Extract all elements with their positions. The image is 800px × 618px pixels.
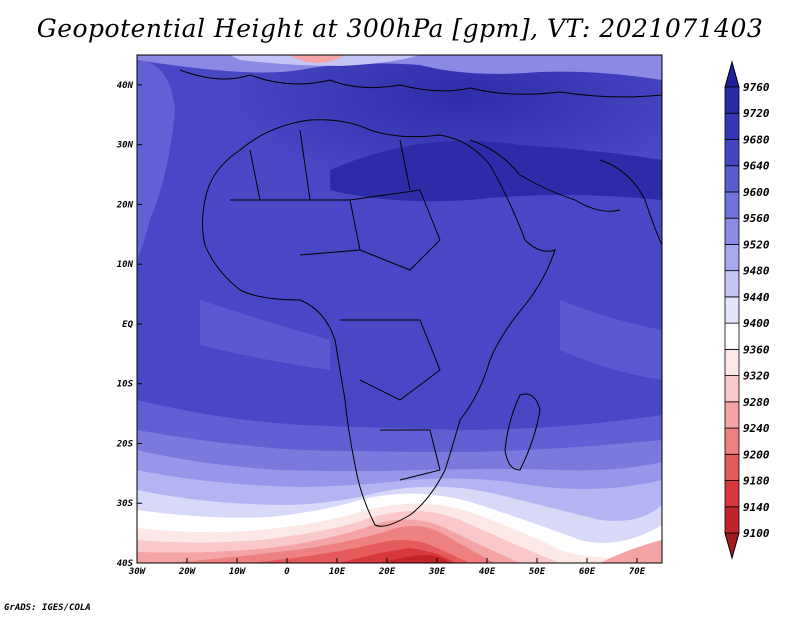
- colorbar-box: [724, 506, 740, 534]
- colorbar-max-triangle: [724, 60, 740, 88]
- lon-tick-label: 20W: [178, 567, 197, 577]
- colorbar-label: 9560: [743, 212, 770, 225]
- lat-tick-label: 10S: [117, 380, 134, 390]
- colorbar-label: 9280: [743, 396, 770, 409]
- lon-tick-label: 60E: [579, 567, 596, 577]
- colorbar-min-triangle: [724, 532, 740, 560]
- africa-coastline: [202, 119, 556, 527]
- colorbar-label: 9760: [743, 81, 770, 94]
- colorbar-box: [724, 139, 740, 167]
- colorbar-label: 9440: [743, 291, 770, 304]
- colorbar-label: 9640: [743, 160, 770, 173]
- lat-tick-label: 40S: [117, 559, 134, 569]
- lon-axis: 30W 20W 10W 0 10E 20E 30E 40E 50E 60E 70E: [128, 558, 646, 577]
- india-coastline: [599, 159, 662, 246]
- colorbar-box: [724, 453, 740, 481]
- lat-tick-label: 30S: [116, 499, 134, 509]
- colorbar-label: 9360: [743, 343, 770, 356]
- lon-tick-label: 30E: [428, 567, 446, 577]
- colorbar-label: 9480: [743, 265, 770, 278]
- lat-tick-label: 10N: [117, 260, 134, 270]
- colorbar-label: 9400: [743, 317, 770, 330]
- colorbar-box: [724, 348, 740, 376]
- arabia-coastline: [469, 139, 621, 212]
- colorbar-label: 9320: [743, 370, 770, 383]
- europe-coastline: [179, 69, 662, 98]
- colorbar-box: [724, 375, 740, 403]
- border-2: [349, 189, 441, 271]
- lon-tick-label: 40E: [479, 567, 496, 577]
- colorbar-label: 9520: [743, 238, 770, 251]
- colorbar-label: 9680: [743, 133, 770, 146]
- coastlines: [179, 69, 662, 527]
- colorbar-label: 9200: [743, 448, 770, 461]
- lon-tick-label: 0: [284, 567, 290, 577]
- colorbar-label: 9720: [743, 107, 770, 120]
- lon-tick-label: 20E: [378, 567, 396, 577]
- colorbar-box: [724, 322, 740, 350]
- border-3: [340, 319, 441, 401]
- lat-tick-label: EQ: [122, 320, 133, 330]
- colorbar-label: 9600: [743, 186, 770, 199]
- border-5: [249, 129, 411, 201]
- colorbar-box: [724, 191, 740, 219]
- lat-tick-label: 40N: [117, 81, 134, 91]
- lon-tick-label: 30W: [128, 567, 147, 577]
- colorbar-box: [724, 427, 740, 455]
- colorbar-label: 9100: [743, 527, 770, 540]
- colorbar-box: [724, 270, 740, 298]
- colorbar-box: [724, 165, 740, 193]
- lat-tick-label: 20N: [116, 200, 134, 210]
- grads-credit: GrADS: IGES/COLA: [4, 603, 91, 613]
- colorbar-label: 9240: [743, 422, 770, 435]
- map-frame: [136, 54, 663, 564]
- border-4: [380, 429, 441, 481]
- colorbar-box: [724, 401, 740, 429]
- lon-tick-label: 10W: [229, 567, 247, 577]
- colorbar-label: 9180: [743, 475, 770, 488]
- border-1: [230, 199, 361, 256]
- colorbar-box: [724, 112, 740, 140]
- colorbar-box: [724, 86, 740, 114]
- colorbar-box: [724, 244, 740, 272]
- lat-tick-label: 20S: [116, 439, 134, 449]
- lat-axis: 40S 30S 20S 10S EQ 10N 20N 30N 40N: [116, 81, 142, 569]
- lon-tick-label: 10E: [329, 567, 346, 577]
- lon-tick-label: 70E: [629, 567, 646, 577]
- lat-tick-label: 30N: [116, 141, 134, 151]
- madagascar-coastline: [504, 393, 541, 471]
- height-field: [137, 55, 662, 563]
- colorbar-box: [724, 217, 740, 245]
- colorbar-box: [724, 480, 740, 508]
- colorbar-box: [724, 296, 740, 324]
- chart-title: Geopotential Height at 300hPa [gpm], VT:…: [36, 14, 764, 43]
- colorbar-label: 9140: [743, 501, 770, 514]
- lon-tick-label: 50E: [529, 567, 546, 577]
- colorbar: 9100 9140 9180 9200 9240 9280 9320 9360 9400 9440…: [724, 60, 770, 560]
